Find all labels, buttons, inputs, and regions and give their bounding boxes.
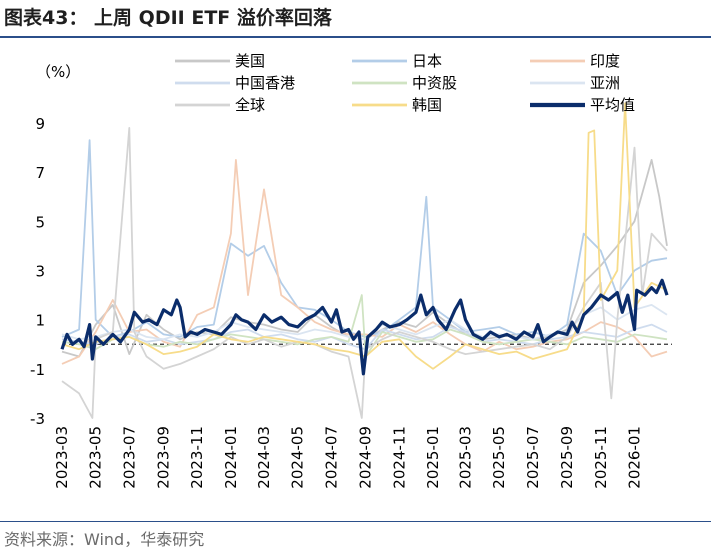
- legend-label: 日本: [412, 52, 442, 70]
- x-tick-label: 2023-05: [87, 426, 105, 489]
- source-note: 资料来源：Wind，华泰研究: [4, 530, 205, 549]
- x-tick-label: 2025-01: [424, 426, 442, 489]
- x-tick-label: 2024-11: [390, 426, 408, 489]
- x-tick-label: 2024-09: [357, 426, 375, 489]
- legend-label: 中国香港: [235, 74, 295, 92]
- y-tick-label: 1: [35, 312, 45, 330]
- y-axis-unit-label: （%）: [36, 63, 80, 81]
- x-tick-label: 2024-03: [255, 426, 273, 489]
- series-line-7: [61, 102, 668, 370]
- legend-label: 亚洲: [590, 74, 620, 92]
- series-line-1: [61, 139, 668, 338]
- series-line-4: [61, 294, 668, 358]
- series-line-6: [61, 127, 668, 419]
- x-tick-label: 2025-07: [524, 426, 542, 489]
- x-tick-label: 2024-07: [322, 426, 340, 489]
- x-tick-label: 2023-11: [188, 426, 206, 489]
- legend-label: 印度: [590, 52, 620, 70]
- x-tick-label: 2023-07: [120, 426, 138, 489]
- legend-label: 全球: [235, 96, 265, 114]
- y-tick-label: 3: [35, 263, 45, 281]
- series-line-8: [60, 278, 669, 376]
- legend-label: 韩国: [412, 96, 442, 114]
- chart-title: 图表43： 上周 QDII ETF 溢价率回落: [4, 7, 332, 29]
- x-tick-label: 2025-03: [457, 426, 475, 489]
- legend-label: 中资股: [412, 74, 457, 92]
- x-tick-label: 2025-11: [592, 426, 610, 489]
- title-rule: [0, 36, 711, 38]
- x-tick-label: 2025-09: [558, 426, 576, 489]
- x-tick-label: 2023-03: [53, 426, 71, 489]
- x-tick-label: 2025-05: [490, 426, 508, 489]
- y-tick-label: -3: [30, 410, 45, 428]
- y-tick-label: 7: [35, 164, 45, 182]
- y-tick-label: 9: [35, 115, 45, 133]
- y-tick-label: -1: [30, 361, 45, 379]
- x-tick-label: 2024-05: [289, 426, 307, 489]
- x-tick-label: 2026-01: [625, 426, 643, 489]
- y-tick-label: 5: [35, 213, 45, 231]
- x-tick-label: 2023-09: [155, 426, 173, 489]
- legend-label: 美国: [235, 52, 265, 70]
- footer-rule: [0, 521, 711, 522]
- legend-label: 平均值: [590, 96, 635, 114]
- x-tick-label: 2024-01: [222, 426, 240, 489]
